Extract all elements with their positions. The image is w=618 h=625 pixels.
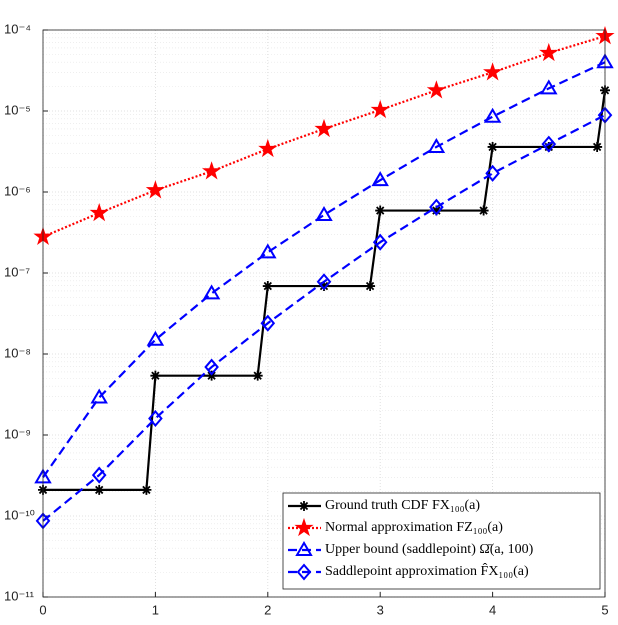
y-tick-label: 10⁻⁶ (4, 183, 31, 198)
y-tick-label: 10⁻⁷ (4, 264, 30, 279)
marker (260, 314, 276, 332)
x-tick-label: 4 (489, 602, 496, 617)
series-line (43, 90, 607, 491)
legend-label: Upper bound (saddlepoint) Ω̄(a, 100) (325, 542, 534, 557)
plot-frame (42, 29, 606, 598)
marker (371, 171, 389, 187)
marker (314, 118, 334, 138)
marker (372, 233, 388, 251)
marker (319, 281, 329, 292)
marker (365, 281, 376, 292)
marker (89, 202, 109, 222)
marker (150, 370, 161, 381)
marker (258, 138, 278, 158)
marker (202, 161, 222, 180)
x-tick-label: 3 (377, 602, 384, 617)
marker (90, 388, 108, 404)
marker (295, 541, 313, 556)
marker (91, 466, 107, 484)
marker (478, 205, 489, 216)
marker (206, 370, 217, 381)
marker (315, 206, 333, 222)
x-tick-label: 0 (39, 602, 46, 617)
marker (483, 107, 502, 123)
marker (294, 517, 314, 537)
marker (431, 205, 442, 216)
legend-label: Ground truth CDF FX₁₀₀(a) (325, 498, 480, 513)
legend-box (282, 492, 601, 590)
y-tick-label: 10⁻¹⁰ (4, 507, 35, 522)
marker (299, 501, 309, 511)
marker (262, 281, 273, 292)
marker (204, 358, 219, 376)
marker (541, 135, 557, 153)
legend-label: Saddlepoint approximation F̂X₁₀₀(a) (325, 562, 529, 579)
marker (141, 484, 152, 495)
marker (592, 141, 603, 152)
legend-label: Normal approximation FZ₁₀₀(a) (325, 520, 503, 535)
marker (426, 80, 446, 99)
x-tick-label: 1 (152, 602, 159, 617)
marker (540, 79, 558, 95)
x-tick-label: 5 (601, 602, 608, 617)
marker (487, 141, 498, 152)
y-tick-label: 10⁻¹¹ (4, 588, 35, 603)
legend: Ground truth CDF FX₁₀₀(a) Normal approxim… (282, 492, 601, 590)
marker (94, 484, 105, 495)
marker (316, 273, 332, 291)
marker (539, 42, 559, 62)
y-tick-label: 10⁻⁸ (4, 345, 31, 360)
marker (375, 205, 386, 216)
marker (148, 409, 163, 428)
marker (259, 243, 277, 259)
marker (146, 330, 165, 346)
marker (485, 164, 500, 182)
y-tick-label: 10⁻⁵ (4, 102, 31, 117)
y-tick-label: 10⁻⁹ (4, 426, 31, 441)
marker (427, 137, 446, 153)
marker (202, 284, 221, 300)
marker (296, 563, 312, 581)
marker (370, 99, 390, 119)
y-tick-label: 10⁻⁴ (4, 21, 31, 36)
marker (543, 141, 554, 152)
marker (145, 180, 165, 199)
series-line (42, 61, 606, 478)
series-line (42, 114, 606, 522)
marker (483, 62, 503, 81)
marker (429, 198, 444, 216)
x-tick-label: 2 (264, 602, 271, 617)
marker (252, 370, 263, 381)
